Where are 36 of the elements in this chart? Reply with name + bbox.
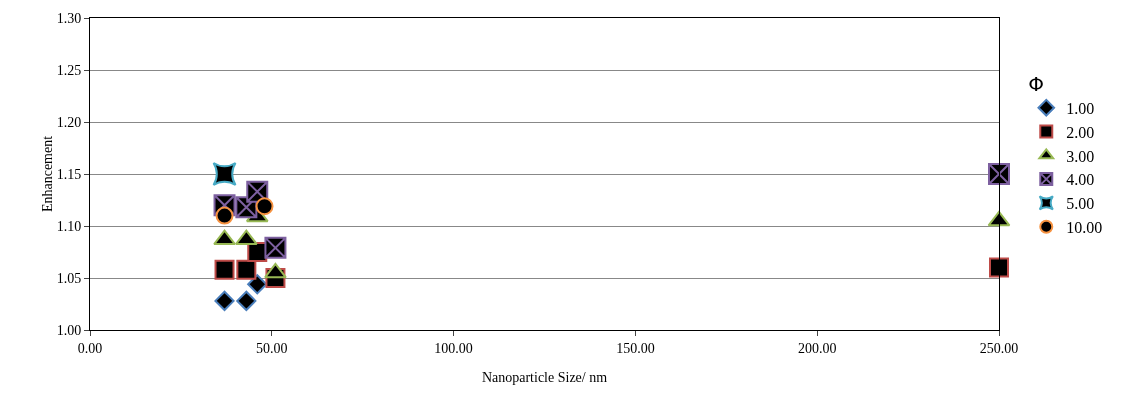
point: [989, 257, 1009, 278]
legend-label: 3.00: [1066, 147, 1095, 165]
legend-label: 5.00: [1066, 195, 1095, 213]
point: [247, 274, 268, 295]
x-tick-label: 0.00: [77, 340, 103, 356]
x-tick-label: 100.00: [434, 340, 473, 356]
y-tick-label: 1.00: [56, 322, 82, 338]
y-tick-label: 1.10: [56, 218, 82, 234]
y-tick-label: 1.05: [56, 270, 82, 286]
point: [255, 197, 274, 216]
y-tick-label: 1.30: [56, 10, 82, 26]
point: [215, 206, 234, 225]
legend-label: 10.00: [1066, 218, 1103, 236]
x-tick-label: 200.00: [797, 340, 837, 356]
legend-title: Φ: [1028, 71, 1045, 96]
point: [212, 162, 237, 186]
point: [234, 229, 258, 246]
y-tick-label: 1.15: [56, 166, 82, 182]
legend-label: 1.00: [1066, 99, 1095, 117]
point: [236, 259, 257, 280]
point: [214, 290, 235, 311]
point: [214, 259, 235, 280]
point: [264, 262, 287, 279]
x-tick-label: 250.00: [979, 340, 1019, 356]
y-tick-label: 1.20: [56, 114, 82, 130]
x-tick-label: 50.00: [256, 340, 288, 356]
point: [236, 290, 257, 311]
point: [264, 236, 287, 259]
point: [987, 210, 1011, 227]
y-tick-label: 1.25: [56, 62, 82, 78]
legend-label: 4.00: [1066, 171, 1095, 189]
point: [213, 229, 236, 246]
x-axis-title: Nanoparticle Size/ nm: [481, 370, 608, 385]
y-axis-title: Enhancement: [39, 135, 55, 213]
x-tick-label: 150.00: [616, 340, 655, 356]
legend-label: 2.00: [1066, 123, 1095, 141]
